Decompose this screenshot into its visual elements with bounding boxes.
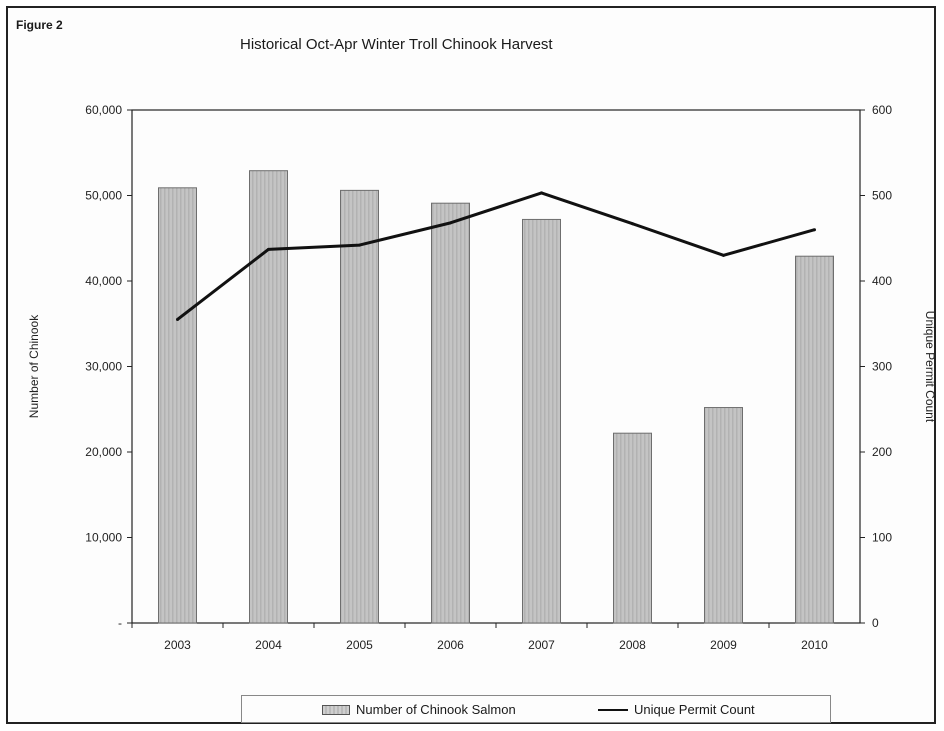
left-tick-label: 50,000 <box>85 189 122 203</box>
x-tick-label: 2009 <box>710 638 737 652</box>
point-permit-2007 <box>540 191 543 195</box>
line-permit-count <box>176 191 815 321</box>
point-permit-2004 <box>267 247 270 251</box>
plot-area <box>131 109 861 624</box>
right-tick-label: 0 <box>872 616 879 630</box>
right-tick-label: 500 <box>872 189 892 203</box>
legend-bar-swatch <box>322 704 350 715</box>
right-tick-label: 600 <box>872 103 892 117</box>
left-tick-label: 30,000 <box>85 360 122 374</box>
legend-label-line: Unique Permit Count <box>634 702 755 717</box>
point-permit-2003 <box>176 317 179 321</box>
y-axis-title-left: Number of Chinook <box>27 314 41 418</box>
chart-svg: - 10,000 20,000 30,000 40,000 50,000 60,000 0 10… <box>27 103 934 652</box>
legend-item-bars: Number of Chinook Salmon <box>322 702 516 717</box>
x-tick-label: 2004 <box>255 638 282 652</box>
legend-item-line: Unique Permit Count <box>598 702 755 717</box>
point-permit-2010 <box>813 228 816 232</box>
bar-chinook-2009 <box>704 407 743 624</box>
right-tick-label: 200 <box>872 445 892 459</box>
left-tick-label: 40,000 <box>85 274 122 288</box>
left-tick-label: - <box>118 616 122 630</box>
bar-chinook-2008 <box>613 432 652 624</box>
chart-title: Historical Oct-Apr Winter Troll Chinook … <box>240 36 553 53</box>
y-axis-title-right: Unique Permit Count <box>923 311 934 423</box>
x-tick-label: 2003 <box>164 638 191 652</box>
bar-chinook-2003 <box>158 187 197 624</box>
bar-chinook-2006 <box>431 202 470 624</box>
bar-chinook-2004 <box>249 170 288 624</box>
point-permit-2005 <box>358 243 361 247</box>
left-tick-label: 10,000 <box>85 531 122 545</box>
left-tick-label: 20,000 <box>85 445 122 459</box>
x-tick-label: 2008 <box>619 638 646 652</box>
point-permit-2009 <box>722 253 725 257</box>
bar-chinook-2010 <box>795 255 834 624</box>
point-permit-2008 <box>631 222 634 226</box>
legend: Number of Chinook Salmon Unique Permit C… <box>241 695 831 723</box>
legend-label-bars: Number of Chinook Salmon <box>356 702 516 717</box>
x-tick-label: 2010 <box>801 638 828 652</box>
right-tick-label: 300 <box>872 360 892 374</box>
x-tick-label: 2005 <box>346 638 373 652</box>
figure-label: Figure 2 <box>16 18 63 32</box>
bar-chinook-2005 <box>340 189 379 624</box>
left-tick-label: 60,000 <box>85 103 122 117</box>
point-permit-2006 <box>449 221 452 225</box>
legend-line-swatch <box>598 708 628 711</box>
bar-chinook-2007 <box>522 218 561 624</box>
figure-frame: Figure 2 Historical Oct-Apr Winter Troll… <box>6 6 936 724</box>
right-tick-label: 100 <box>872 531 892 545</box>
x-tick-label: 2006 <box>437 638 464 652</box>
right-tick-label: 400 <box>872 274 892 288</box>
x-tick-label: 2007 <box>528 638 555 652</box>
